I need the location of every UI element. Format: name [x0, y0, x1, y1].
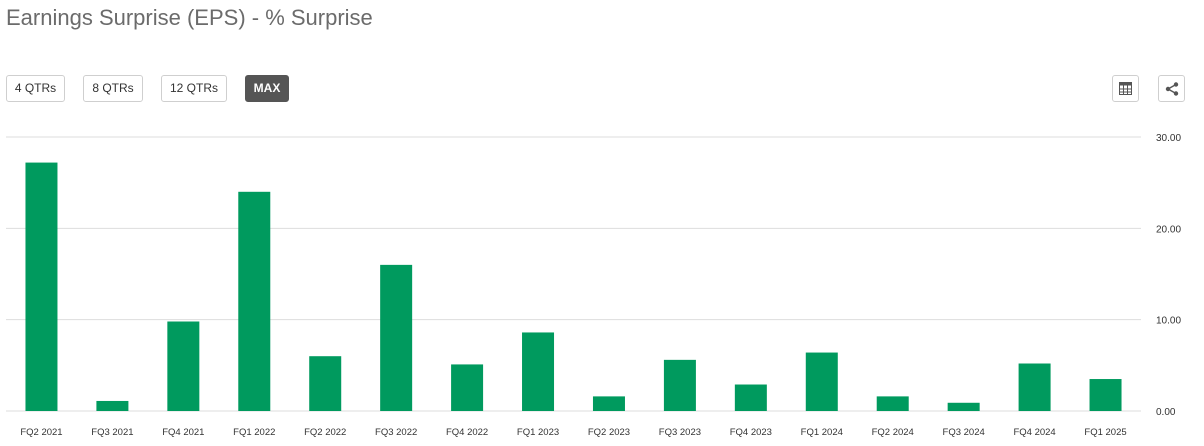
bar-fq2-2023[interactable]: [592, 396, 625, 411]
x-axis-categories: FQ2 2021 FQ3 2021 FQ4 2021 FQ1 2022 FQ2 2022…: [20, 427, 1126, 438]
bar-fq3-2023[interactable]: [663, 359, 696, 411]
x-category-label: FQ1 2024: [801, 427, 843, 438]
bar-fq3-2022[interactable]: [380, 264, 413, 411]
y-axis-ticks: 0.00 10.00 20.00 30.00: [1156, 133, 1181, 418]
bar-fq1-2023[interactable]: [522, 332, 555, 411]
bar-fq4-2022[interactable]: [451, 364, 484, 411]
x-category-label: FQ2 2021: [20, 427, 62, 438]
page-title: Earnings Surprise (EPS) - % Surprise: [6, 5, 373, 30]
bar-fq3-2024[interactable]: [947, 402, 980, 411]
bar-fq3-2021[interactable]: [96, 400, 129, 411]
bar-fq2-2021[interactable]: [25, 162, 58, 411]
x-category-label: FQ3 2022: [375, 427, 417, 438]
share-icon: [1165, 82, 1179, 96]
x-category-label: FQ4 2023: [730, 427, 772, 438]
x-category-label: FQ1 2025: [1084, 427, 1126, 438]
bar-fq1-2022[interactable]: [238, 191, 271, 411]
range-4-qtrs-button[interactable]: 4 QTRs: [6, 75, 65, 102]
bar-fq4-2023[interactable]: [734, 384, 767, 411]
bar-fq4-2021[interactable]: [167, 321, 200, 411]
x-category-label: FQ3 2023: [659, 427, 701, 438]
bar-fq1-2025[interactable]: [1089, 379, 1122, 411]
range-max-button[interactable]: MAX: [245, 75, 289, 102]
x-category-label: FQ2 2022: [304, 427, 346, 438]
bar-fq2-2024[interactable]: [876, 396, 909, 411]
table-icon: [1119, 82, 1132, 95]
x-category-label: FQ3 2021: [91, 427, 133, 438]
x-category-label: FQ4 2021: [162, 427, 204, 438]
y-tick-label: 20.00: [1156, 224, 1181, 235]
x-category-label: FQ2 2023: [588, 427, 630, 438]
y-tick-label: 30.00: [1156, 133, 1181, 144]
bar-fq4-2024[interactable]: [1018, 363, 1051, 411]
x-category-label: FQ4 2024: [1013, 427, 1055, 438]
y-tick-label: 10.00: [1156, 316, 1181, 327]
x-category-label: FQ2 2024: [872, 427, 914, 438]
x-category-label: FQ3 2024: [943, 427, 985, 438]
range-12-qtrs-button[interactable]: 12 QTRs: [161, 75, 227, 102]
x-category-label: FQ1 2023: [517, 427, 559, 438]
x-category-label: FQ4 2022: [446, 427, 488, 438]
table-view-button[interactable]: [1112, 75, 1139, 102]
x-category-label: FQ1 2022: [233, 427, 275, 438]
bar-fq1-2024[interactable]: [805, 352, 838, 411]
range-8-qtrs-button[interactable]: 8 QTRs: [83, 75, 143, 102]
bars: [25, 162, 1122, 411]
share-button[interactable]: [1158, 75, 1185, 102]
y-tick-label: 0.00: [1156, 407, 1176, 418]
bar-fq2-2022[interactable]: [309, 356, 342, 411]
